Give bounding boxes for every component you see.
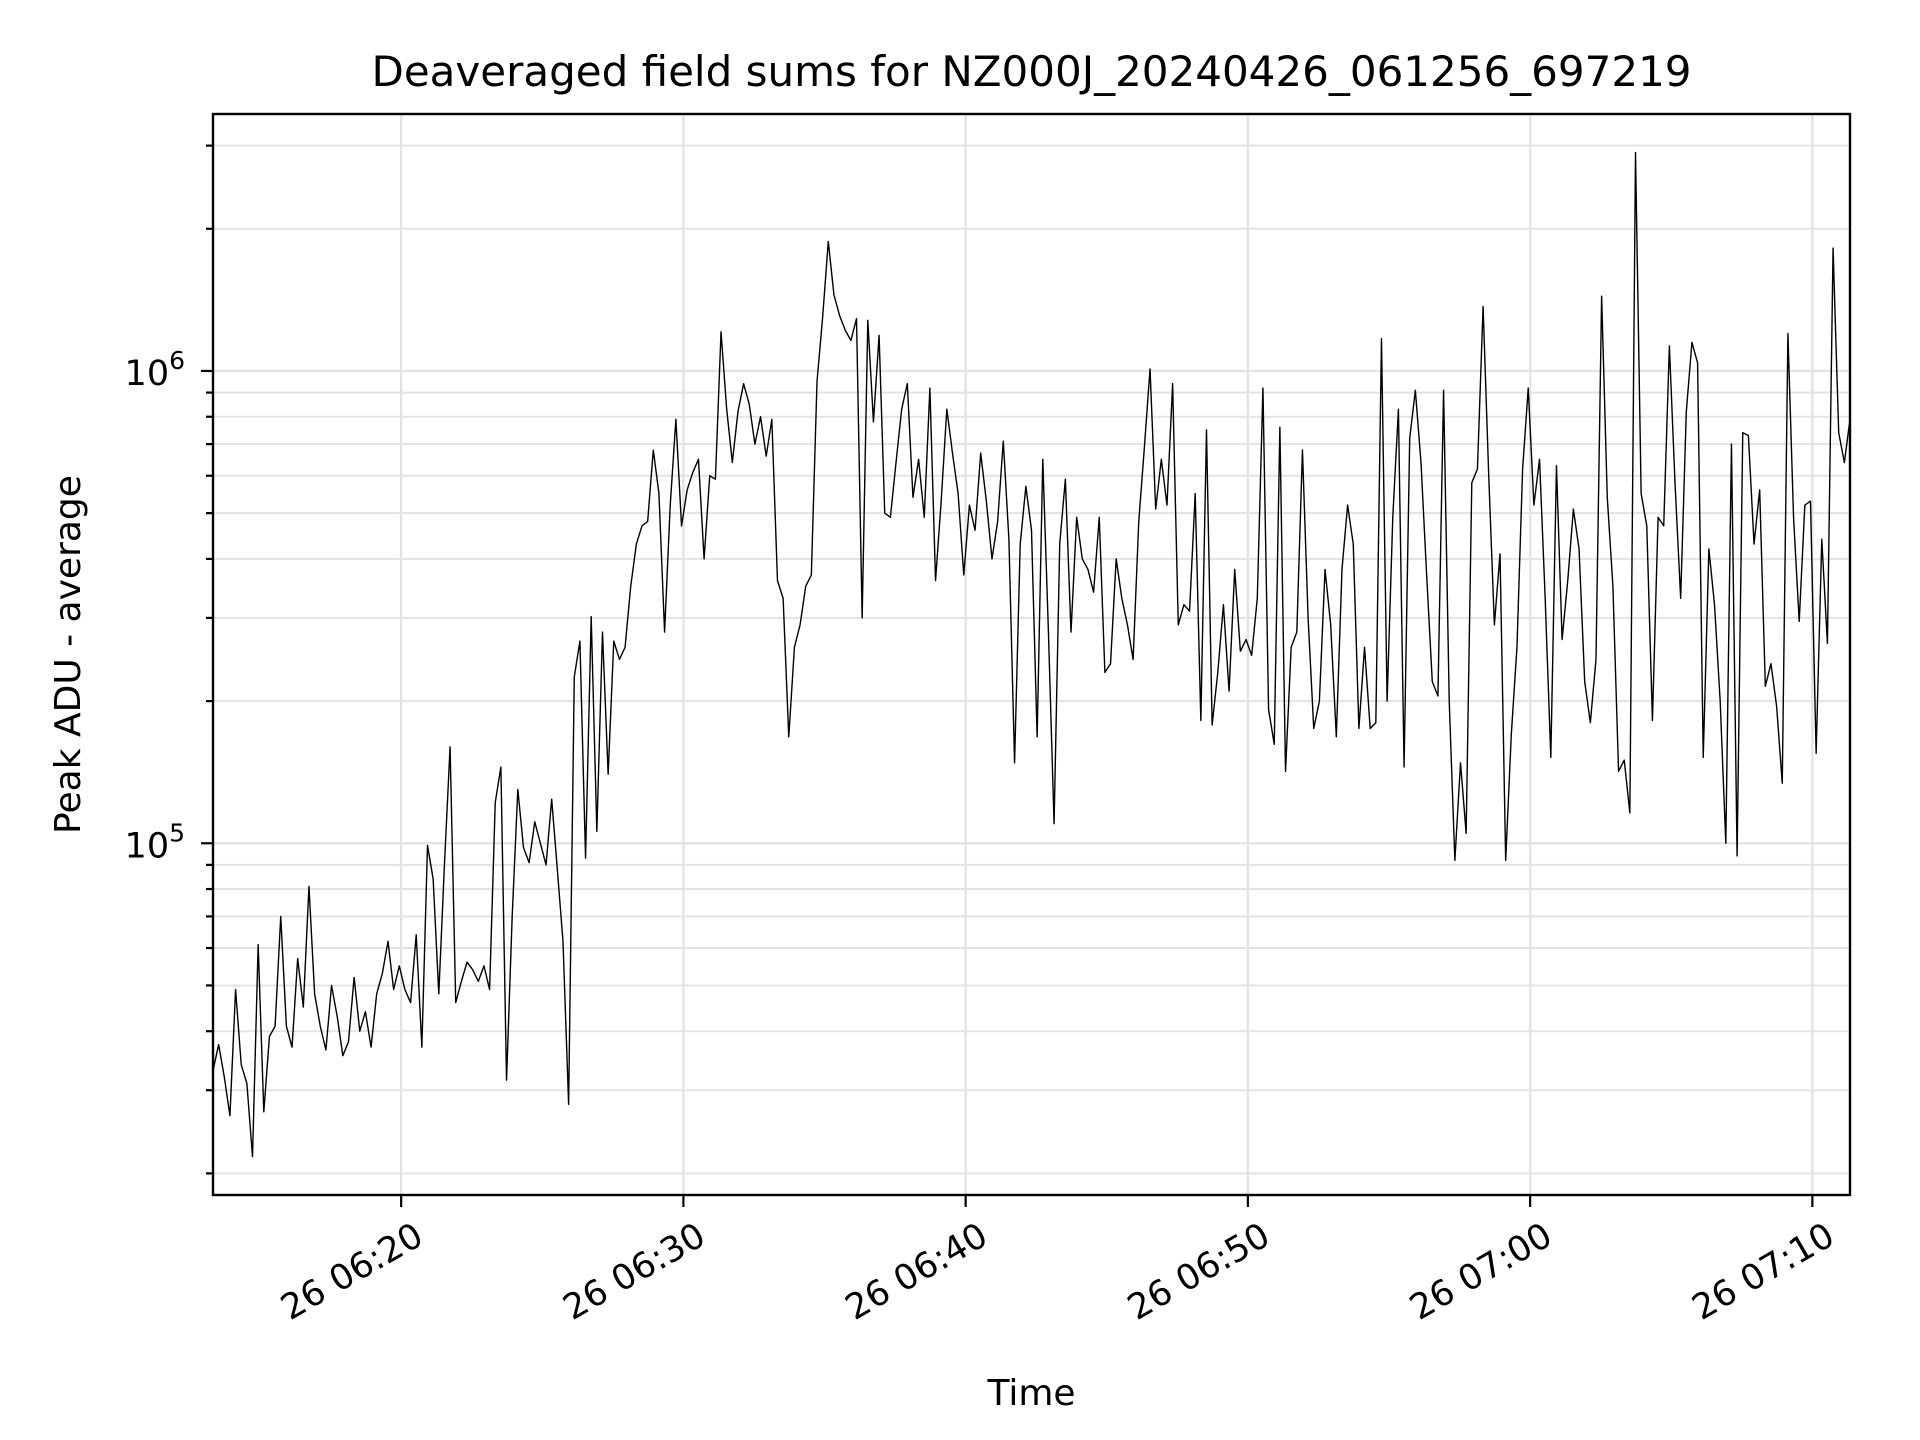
y-tick-label: 106: [125, 346, 185, 394]
x-tick-label: 26 07:10: [1686, 1216, 1842, 1329]
x-tick-label: 26 06:40: [839, 1216, 995, 1329]
x-tick-label: 26 06:50: [1121, 1216, 1277, 1329]
axis-ticks: 105 106 26 06:20 26 06:30 26 06:40 26 06:50 26…: [125, 144, 1842, 1329]
x-tick-label: 26 06:30: [557, 1216, 713, 1329]
x-tick-label: 26 06:20: [274, 1216, 430, 1329]
series-line: [212, 151, 1851, 1158]
x-axis-label: Time: [986, 1373, 1075, 1414]
y-tick-label: 105: [125, 818, 185, 866]
y-axis-label: Peak ADU - average: [48, 475, 89, 834]
chart-title: Deaveraged field sums for NZ000J_2024042…: [371, 47, 1691, 96]
grid-lines: [213, 114, 1850, 1195]
plot-frame: [211, 112, 1852, 1197]
x-tick-label: 26 07:00: [1403, 1216, 1559, 1329]
